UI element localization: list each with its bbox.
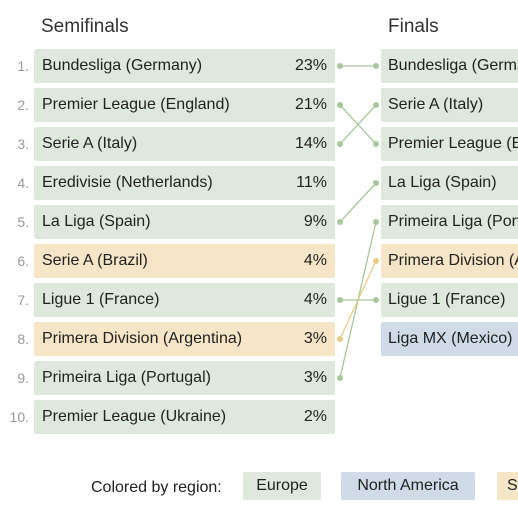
final-league-name: Primeira Liga (Portugal) [388,213,518,230]
semifinal-box-premier-league-ukraine: Premier League (Ukraine) 2% [34,400,335,434]
connector-dot-end [373,219,379,225]
semifinal-league-name: Eredivisie (Netherlands) [42,174,213,191]
connector-premier-league-england [339,104,377,145]
final-box-ligue-1-france: Ligue 1 (France) [381,283,518,317]
semifinal-box-bundesliga-germany: Bundesliga (Germany) 23% [34,49,335,83]
semifinal-league-name: Bundesliga (Germany) [42,57,203,74]
semifinal-league-name: Ligue 1 (France) [42,291,160,308]
connector-dot-start [337,297,343,303]
final-league-name: Bundesliga (Germany) [388,57,518,74]
semifinal-box-eredivisie-netherlands: Eredivisie (Netherlands) 11% [34,166,335,200]
semifinal-rank: 5. [17,214,29,230]
semifinal-rank: 1. [17,58,29,74]
semifinal-league-name: Primera Division (Argentina) [42,330,243,347]
semifinal-box-primera-division-argentina: Primera Division (Argentina) 3% [34,322,335,356]
connector-la-liga-spain [339,182,377,223]
semifinal-percent: 11% [296,174,327,191]
semifinal-percent: 3% [303,369,327,386]
final-box-bundesliga-germany: Bundesliga (Germany) [381,49,518,83]
semifinal-percent: 4% [303,291,327,308]
semifinal-rank: 9. [17,370,29,386]
semifinal-percent: 9% [303,213,327,230]
semifinal-league-name: Primeira Liga (Portugal) [42,369,211,386]
semifinal-league-name: Serie A (Italy) [42,135,138,152]
semifinal-league-name: La Liga (Spain) [42,213,151,230]
final-league-name: La Liga (Spain) [388,174,497,191]
connector-dot-end [373,297,379,303]
semifinal-rank: 7. [17,292,29,308]
semifinal-rank: 4. [17,175,29,191]
semifinal-box-premier-league-england: Premier League (England) 21% [34,88,335,122]
connector-dot-start [337,63,343,69]
final-league-name: Ligue 1 (France) [388,291,506,308]
connector-dot-end [373,180,379,186]
semifinal-box-primeira-liga-portugal: Primeira Liga (Portugal) 3% [34,361,335,395]
finals-title: Finals [388,16,439,37]
semifinal-percent: 3% [303,330,327,347]
final-league-name: Premier League (England) [388,135,518,152]
semifinal-percent: 23% [294,57,327,74]
semifinal-rank: 6. [17,253,29,269]
semifinal-box-serie-a-italy: Serie A (Italy) 14% [34,127,335,161]
semifinal-box-la-liga-spain: La Liga (Spain) 9% [34,205,335,239]
semifinal-league-name: Premier League (Ukraine) [42,408,227,425]
connector-dot-start [337,102,343,108]
final-box-la-liga-spain: La Liga (Spain) [381,166,518,200]
connector-dot-end [373,141,379,147]
semifinal-rank: 3. [17,136,29,152]
semifinal-league-name: Serie A (Brazil) [42,252,148,269]
connector-dot-end [373,63,379,69]
semifinal-percent: 14% [294,135,327,152]
semifinal-percent: 2% [303,408,327,425]
connector-dot-start [337,375,343,381]
semifinal-box-serie-a-brazil: Serie A (Brazil) 4% [34,244,335,278]
final-league-name: Primera Division (Argentina) [388,252,518,269]
final-box-premier-league-england: Premier League (England) [381,127,518,161]
final-league-name: Serie A (Italy) [388,96,484,113]
semifinal-rank: 2. [17,97,29,113]
final-box-primeira-liga-portugal: Primeira Liga (Portugal) [381,205,518,239]
semifinal-percent: 4% [303,252,327,269]
semifinal-percent: 21% [294,96,327,113]
final-box-serie-a-italy: Serie A (Italy) [381,88,518,122]
legend-chip-europe: Europe [243,472,321,500]
final-league-name: Liga MX (Mexico) [388,330,513,347]
legend-chip-south-america: South America [497,472,518,500]
legend-label: Colored by region: [91,479,222,496]
final-box-primera-division-argentina: Primera Division (Argentina) [381,244,518,278]
semifinal-rank: 8. [17,331,29,347]
connector-dot-end [373,102,379,108]
semifinal-box-ligue-1-france: Ligue 1 (France) 4% [34,283,335,317]
final-box-liga-mx-mexico: Liga MX (Mexico) [381,322,518,356]
connector-dot-start [337,336,343,342]
semifinals-title: Semifinals [41,16,129,37]
connector-dot-end [373,258,379,264]
connector-dot-start [337,219,343,225]
connector-dot-start [337,141,343,147]
legend-chip-north-america: North America [341,472,475,500]
semifinal-rank: 10. [9,409,29,425]
semifinal-league-name: Premier League (England) [42,96,230,113]
